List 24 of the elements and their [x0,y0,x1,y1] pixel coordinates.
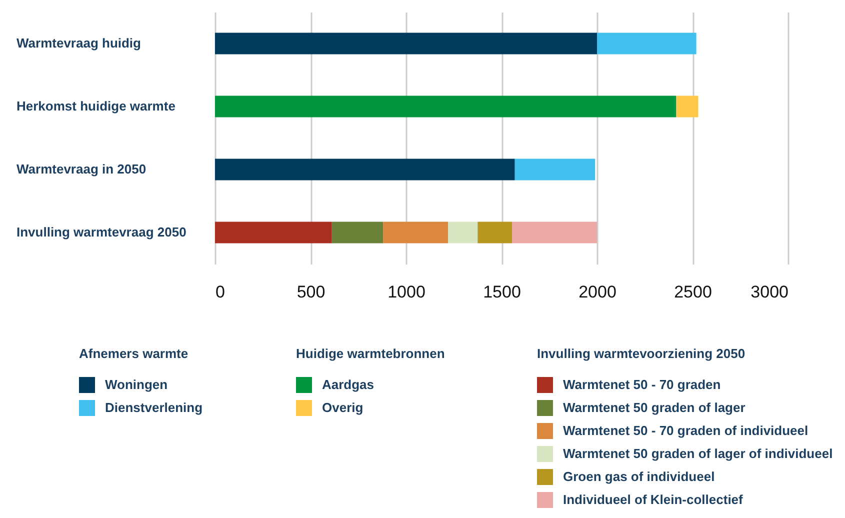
legend-label: Aardgas [322,377,374,392]
x-tick-label: 0 [216,282,225,302]
x-tick-label: 1000 [388,282,426,302]
legend-label: Overig [322,400,364,415]
legend-label: Warmtenet 50 graden of lager [563,400,746,415]
y-tick-label: Invulling warmtevraag 2050 [16,224,186,240]
text: Huidige warmtebronnen [296,346,445,361]
x-tick-label: 1500 [483,282,521,302]
y-tick-label: Herkomst huidige warmte [16,98,176,114]
legend-label: Warmtenet 50 graden of lager of individueel [563,446,833,461]
x-tick-label: 2500 [674,282,712,302]
x-tick-label: 500 [296,282,326,302]
text: Invulling warmtevoorziening 2050 [537,346,746,361]
y-tick-label: Warmtevraag huidig [16,36,142,50]
legend-label: Groen gas of individueel [563,469,715,484]
legend-label: Dienstverlening [105,400,203,415]
x-tick-label: 2000 [578,282,616,302]
legend-label: Warmtenet 50 - 70 graden of individueel [563,423,808,438]
legend-label: Individueel of Klein-collectief [563,492,744,507]
text: Afnemers warmte [79,346,188,361]
legend-label: Woningen [105,377,168,392]
legend-label: Warmtenet 50 - 70 graden [563,377,721,392]
x-tick-label: 3000 [750,282,788,302]
y-tick-label: Warmtevraag in 2050 [16,162,146,176]
